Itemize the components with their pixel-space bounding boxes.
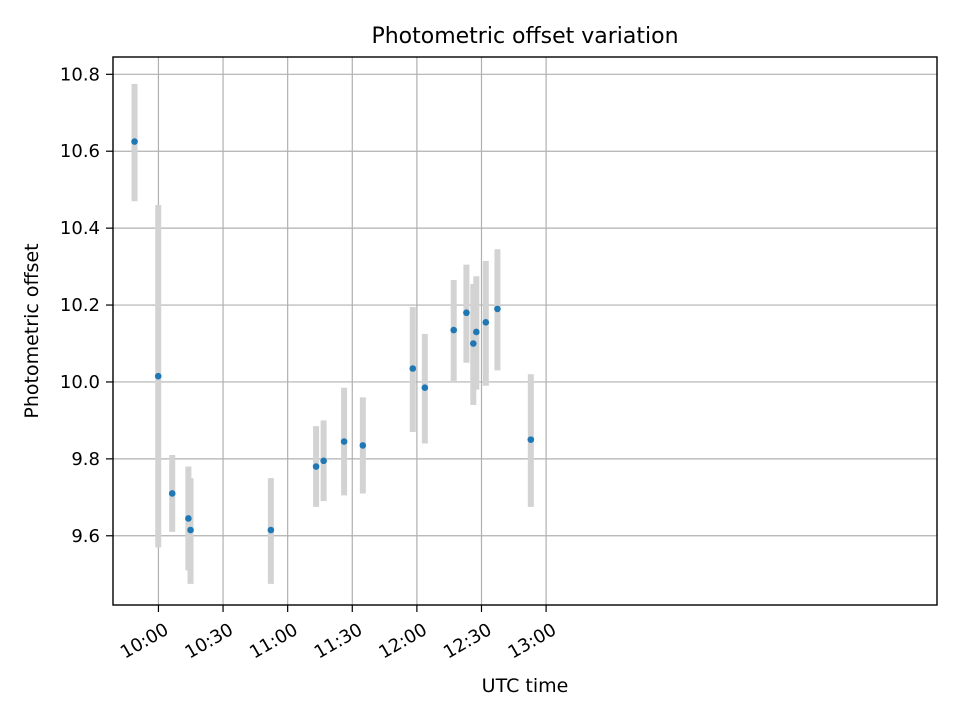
- data-point: [450, 326, 458, 334]
- data-point: [473, 328, 480, 336]
- data-point: [185, 515, 192, 522]
- data-point: [527, 436, 535, 443]
- y-tick-label: 10.0: [60, 372, 100, 393]
- data-point: [187, 526, 194, 534]
- y-tick-label: 10.2: [60, 295, 100, 316]
- data-point: [482, 319, 490, 326]
- data-point: [470, 340, 477, 347]
- y-tick-label: 9.6: [71, 526, 100, 547]
- data-point: [267, 526, 275, 534]
- data-point: [421, 384, 429, 392]
- data-point: [168, 490, 176, 497]
- grid: [113, 57, 937, 605]
- y-tick-label: 10.6: [60, 141, 100, 162]
- data-point: [312, 463, 320, 470]
- chart-title: Photometric offset variation: [371, 24, 678, 49]
- data-point: [494, 305, 501, 313]
- y-tick-label: 10.4: [60, 218, 100, 239]
- data-point: [340, 438, 348, 445]
- y-tick-label: 10.8: [60, 64, 100, 85]
- y-axis-label: Photometric offset: [21, 243, 43, 418]
- data-points: [131, 138, 535, 534]
- data-point: [131, 138, 138, 145]
- data-point: [463, 309, 470, 317]
- data-point: [409, 365, 417, 372]
- data-point: [154, 372, 162, 380]
- x-axis-label: UTC time: [482, 675, 569, 697]
- data-point: [359, 442, 367, 449]
- plot-frame: [112, 56, 938, 606]
- y-tick-label: 9.8: [71, 449, 100, 470]
- data-point: [320, 457, 327, 465]
